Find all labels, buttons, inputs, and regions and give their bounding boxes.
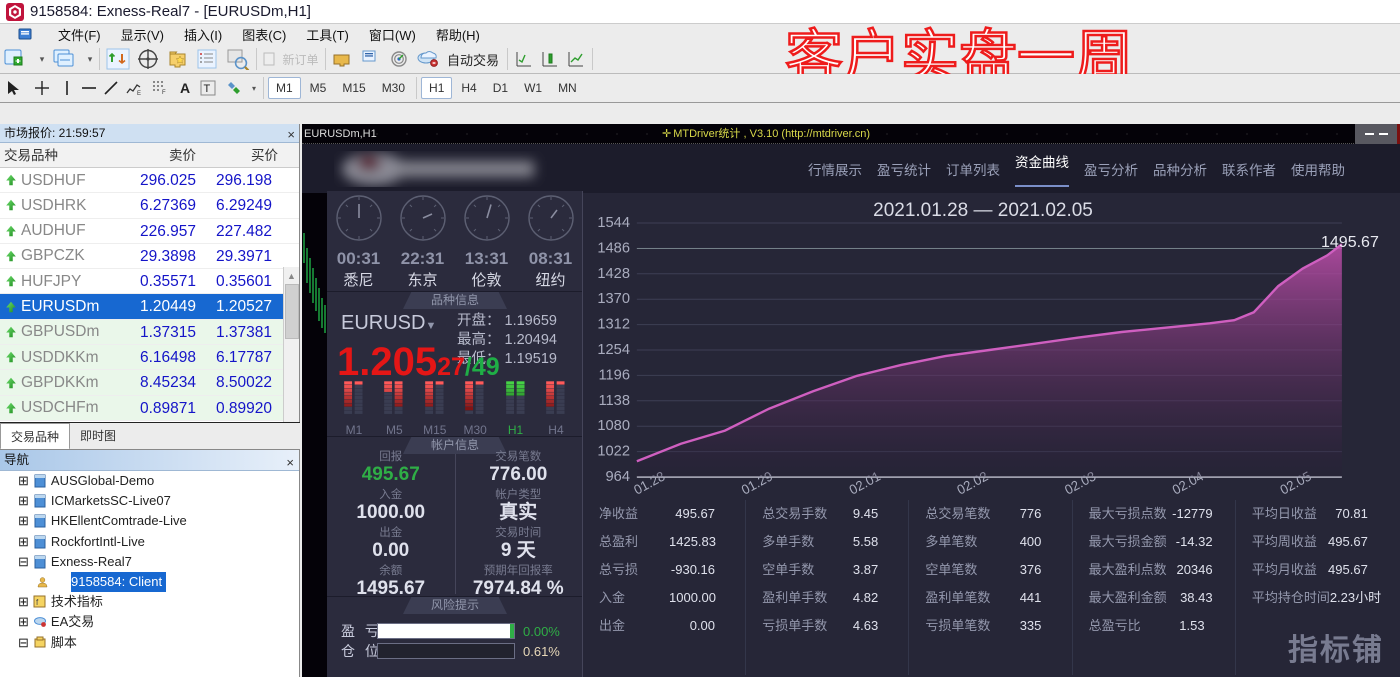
svg-text:1312: 1312 [597, 316, 630, 332]
svg-text:E: E [137, 91, 141, 96]
svg-text:1254: 1254 [597, 342, 630, 358]
svg-text:1370: 1370 [597, 291, 630, 307]
svg-text:1196: 1196 [598, 367, 630, 383]
svg-text:1022: 1022 [597, 443, 630, 459]
svg-text:964: 964 [606, 469, 630, 485]
svg-text:1080: 1080 [597, 418, 630, 434]
svg-text:1428: 1428 [597, 266, 630, 282]
svg-text:1138: 1138 [598, 393, 630, 409]
svg-text:F: F [162, 90, 166, 96]
svg-text:T: T [204, 83, 211, 95]
svg-text:1486: 1486 [597, 240, 630, 256]
